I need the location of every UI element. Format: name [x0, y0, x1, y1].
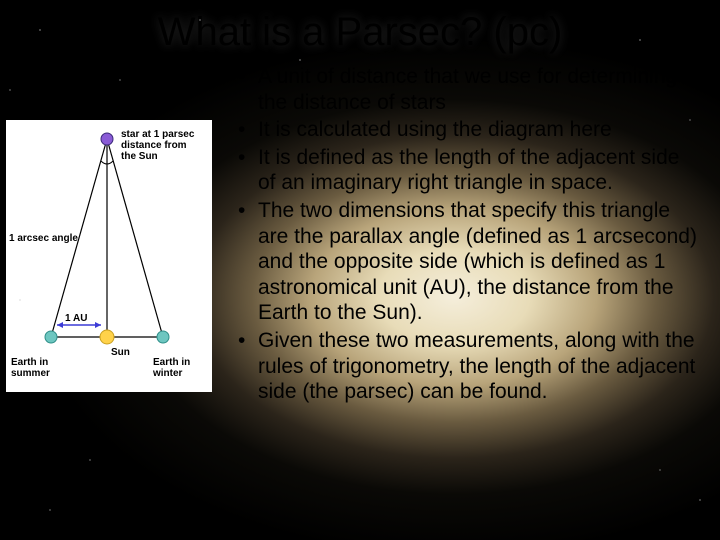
star-icon [101, 133, 113, 145]
slide-title: What is a Parsec? (pc) [0, 10, 720, 55]
list-item: The two dimensions that specify this tri… [236, 198, 698, 326]
diagram-label-earth-winter: Earth in winter [152, 357, 193, 379]
earth-winter-icon [157, 331, 169, 343]
parsec-diagram-svg: star at 1 parsec distance from the Sun 1… [7, 121, 211, 391]
bullet-text: The two dimensions that specify this tri… [258, 199, 697, 324]
list-item: It is calculated using the diagram here [236, 117, 698, 143]
diagram-label-au: 1 AU [65, 313, 87, 324]
sun-icon [100, 330, 114, 344]
slide: What is a Parsec? (pc) [0, 0, 720, 540]
svg-text:star at 1 parsec dista: star at 1 parsec distance from the Sun [121, 129, 197, 162]
parsec-diagram: star at 1 parsec distance from the Sun 1… [6, 120, 212, 392]
diagram-label-earth-summer: Earth in summer [11, 357, 51, 379]
list-item: A unit of distance that we use for deter… [236, 64, 698, 115]
bullet-text: It is calculated using the diagram here [258, 118, 612, 141]
bullet-text: It is defined as the length of the adjac… [258, 146, 679, 195]
diagram-label-sun: Sun [111, 347, 130, 358]
earth-summer-icon [45, 331, 57, 343]
bullet-text: Given these two measurements, along with… [258, 329, 695, 403]
bullet-text: A unit of distance that we use for deter… [258, 65, 677, 114]
bullet-list: A unit of distance that we use for deter… [236, 64, 698, 407]
list-item: Given these two measurements, along with… [236, 328, 698, 405]
list-item: It is defined as the length of the adjac… [236, 145, 698, 196]
diagram-label-angle: 1 arcsec angle [9, 233, 78, 244]
